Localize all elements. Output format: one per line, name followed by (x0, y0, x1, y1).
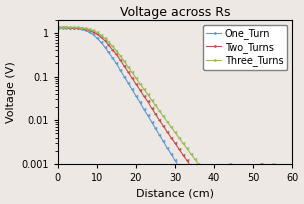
Two_Turns (177, 148, 181, 150)
Three_Turns (189, 152, 192, 155)
Three_Turns (220, 195, 224, 197)
Y-axis label: Voltage (V): Voltage (V) (5, 61, 16, 123)
Three_Turns (197, 163, 200, 165)
One_Turn (161, 140, 165, 142)
One_Turn (134, 95, 138, 97)
One_Turn (79, 28, 83, 30)
Two_Turns (212, 199, 216, 201)
One_Turn (126, 82, 130, 84)
One_Turn (99, 41, 102, 43)
One_Turn (87, 31, 91, 33)
One_Turn (193, 191, 196, 194)
One_Turn (60, 27, 63, 29)
One_Turn (197, 198, 200, 200)
One_Turn (115, 62, 118, 65)
Line: One_Turn: One_Turn (56, 26, 231, 204)
Three_Turns (271, 163, 275, 165)
Three_Turns (134, 77, 138, 79)
Line: Three_Turns: Three_Turns (56, 25, 275, 204)
One_Turn (75, 27, 79, 30)
Two_Turns (173, 142, 177, 144)
One_Turn (122, 75, 126, 78)
One_Turn (107, 51, 110, 53)
One_Turn (157, 134, 161, 136)
One_Turn (111, 57, 114, 59)
Two_Turns (259, 163, 263, 165)
Title: Voltage across Rs: Voltage across Rs (120, 6, 230, 19)
One_Turn (189, 185, 192, 187)
One_Turn (150, 121, 153, 123)
One_Turn (169, 153, 173, 155)
One_Turn (95, 37, 98, 39)
One_Turn (154, 127, 157, 130)
One_Turn (177, 166, 181, 168)
One_Turn (91, 33, 95, 36)
Two_Turns (56, 26, 60, 29)
One_Turn (165, 147, 169, 149)
One_Turn (146, 114, 150, 116)
Two_Turns (111, 49, 114, 51)
Line: Two_Turns: Two_Turns (56, 26, 263, 204)
One_Turn (138, 101, 142, 103)
One_Turn (173, 159, 177, 162)
One_Turn (56, 27, 60, 29)
One_Turn (64, 27, 67, 29)
One_Turn (228, 163, 232, 165)
One_Turn (83, 29, 87, 31)
Two_Turns (185, 159, 188, 162)
One_Turn (71, 27, 75, 29)
One_Turn (142, 108, 146, 110)
Legend: One_Turn, Two_Turns, Three_Turns: One_Turn, Two_Turns, Three_Turns (202, 25, 288, 70)
One_Turn (103, 45, 106, 48)
One_Turn (185, 179, 188, 181)
One_Turn (181, 172, 185, 175)
One_Turn (118, 69, 122, 71)
Three_Turns (56, 26, 60, 28)
One_Turn (67, 27, 71, 29)
Three_Turns (60, 26, 63, 28)
X-axis label: Distance (cm): Distance (cm) (136, 188, 214, 198)
Three_Turns (177, 136, 181, 139)
One_Turn (130, 88, 134, 91)
